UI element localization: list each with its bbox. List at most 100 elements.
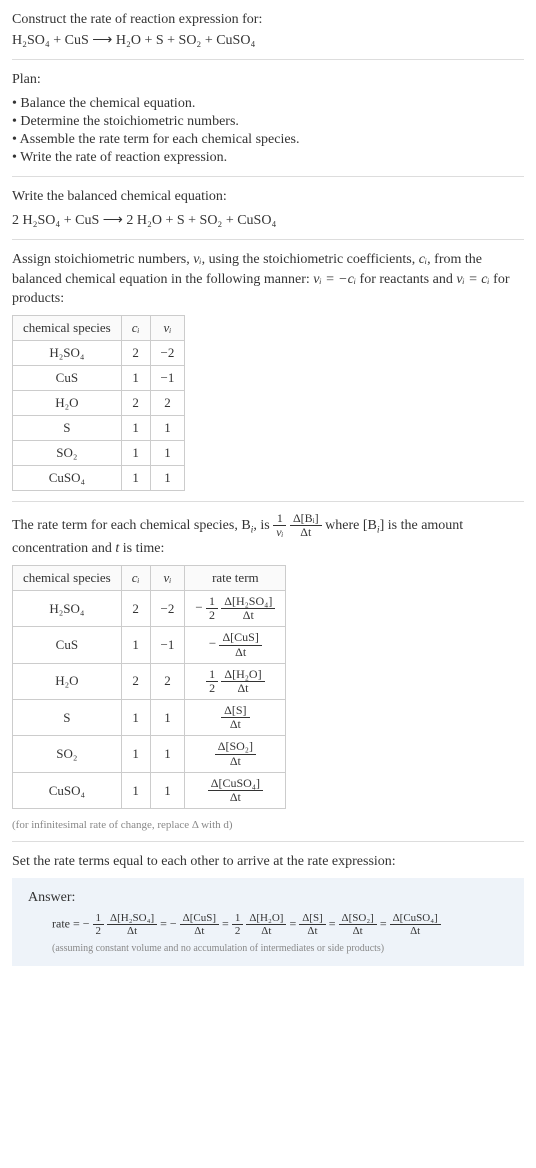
c-i: cᵢ (419, 252, 427, 267)
cell: 1 (121, 365, 150, 390)
plan-item: • Write the rate of reaction expression. (12, 150, 524, 166)
stoich-table: chemical species cᵢ νᵢ H₂SO₄2−2 CuS1−1 H… (12, 315, 185, 491)
table-row: S11 (13, 415, 185, 440)
rate-term-cell: 12 Δ[H₂O]Δt (185, 663, 286, 699)
balanced-equation: 2 H₂SO₄ + CuS ⟶ 2 H₂O + S + SO₂ + CuSO₄ (12, 212, 524, 229)
nu-eq-neg-c: νᵢ = −cᵢ (313, 272, 356, 287)
divider (12, 841, 524, 842)
cell: 1 (121, 772, 150, 808)
text: The rate term for each chemical species,… (12, 518, 251, 533)
col-header: cᵢ (121, 565, 150, 590)
cell: 1 (150, 736, 185, 772)
cell: 1 (150, 465, 185, 490)
col-header: cᵢ (121, 315, 150, 340)
divider (12, 501, 524, 502)
divider (12, 239, 524, 240)
col-header: chemical species (13, 315, 122, 340)
col-header: νᵢ (150, 315, 185, 340)
cell: 2 (150, 663, 185, 699)
cell: H₂O (13, 663, 122, 699)
text: Assign stoichiometric numbers, (12, 252, 193, 267)
nu-eq-c: νᵢ = cᵢ (456, 272, 489, 287)
cell: 2 (121, 590, 150, 626)
cell: CuSO₄ (13, 465, 122, 490)
plan-item: • Balance the chemical equation. (12, 96, 524, 112)
cell: −1 (150, 365, 185, 390)
answer-box: Answer: rate = − 12 Δ[H₂SO₄]Δt = − Δ[CuS… (12, 878, 524, 966)
table-row: SO₂ 1 1 Δ[SO₂]Δt (13, 736, 286, 772)
cell: H₂O (13, 390, 122, 415)
text: is time: (119, 541, 164, 556)
cell: 2 (150, 390, 185, 415)
cell: −1 (150, 627, 185, 663)
cell: S (13, 700, 122, 736)
one-over-nu: 1νᵢ (273, 512, 286, 539)
rate-term-paragraph: The rate term for each chemical species,… (12, 512, 524, 559)
col-header: chemical species (13, 565, 122, 590)
rate-expression: rate = − 12 Δ[H₂SO₄]Δt = − Δ[CuS]Δt = 12… (52, 912, 508, 937)
balanced-label: Write the balanced chemical equation: (12, 187, 524, 207)
cell: CuSO₄ (13, 772, 122, 808)
col-header: rate term (185, 565, 286, 590)
cell: 1 (121, 627, 150, 663)
table-row: S 1 1 Δ[S]Δt (13, 700, 286, 736)
cell: CuS (13, 627, 122, 663)
plan-list: • Balance the chemical equation. • Deter… (12, 96, 524, 166)
cell: 1 (150, 772, 185, 808)
cell: 2 (121, 340, 150, 365)
rate-term-cell: − Δ[CuS]Δt (185, 627, 286, 663)
text: where [B (325, 518, 377, 533)
table-row: CuSO₄11 (13, 465, 185, 490)
nu-i: νᵢ (193, 252, 201, 267)
cell: SO₂ (13, 736, 122, 772)
table-row: H₂O 2 2 12 Δ[H₂O]Δt (13, 663, 286, 699)
text: , using the stoichiometric coefficients, (202, 252, 419, 267)
rate-term-cell: Δ[SO₂]Δt (185, 736, 286, 772)
cell: 1 (121, 736, 150, 772)
set-equal-text: Set the rate terms equal to each other t… (12, 852, 524, 872)
col-header: νᵢ (150, 565, 185, 590)
infinitesimal-note: (for infinitesimal rate of change, repla… (12, 819, 524, 831)
cell: 1 (121, 700, 150, 736)
cell: 1 (150, 440, 185, 465)
cell: 1 (121, 440, 150, 465)
cell: H₂SO₄ (13, 340, 122, 365)
title: Construct the rate of reaction expressio… (12, 12, 524, 28)
rate-term-cell: Δ[CuSO₄]Δt (185, 772, 286, 808)
plan-label: Plan: (12, 70, 524, 90)
text: for reactants and (356, 272, 456, 287)
cell: 2 (121, 390, 150, 415)
unbalanced-equation: H₂SO₄ + CuS ⟶ H₂O + S + SO₂ + CuSO₄ (12, 32, 524, 49)
cell: −2 (150, 340, 185, 365)
rate-term-table: chemical species cᵢ νᵢ rate term H₂SO₄ 2… (12, 565, 286, 809)
cell: −2 (150, 590, 185, 626)
cell: H₂SO₄ (13, 590, 122, 626)
table-row: H₂O22 (13, 390, 185, 415)
cell: 1 (121, 415, 150, 440)
plan-item: • Determine the stoichiometric numbers. (12, 114, 524, 130)
dB-dt: Δ[Bᵢ]Δt (290, 512, 322, 539)
assume-note: (assuming constant volume and no accumul… (52, 943, 508, 954)
cell: SO₂ (13, 440, 122, 465)
cell: 1 (121, 465, 150, 490)
table-row: CuS1−1 (13, 365, 185, 390)
table-row: H₂SO₄ 2 −2 − 12 Δ[H₂SO₄]Δt (13, 590, 286, 626)
cell: S (13, 415, 122, 440)
cell: 2 (121, 663, 150, 699)
cell: CuS (13, 365, 122, 390)
cell: 1 (150, 415, 185, 440)
divider (12, 59, 524, 60)
assign-paragraph: Assign stoichiometric numbers, νᵢ, using… (12, 250, 524, 309)
rate-term-cell: Δ[S]Δt (185, 700, 286, 736)
rate-label: rate = (52, 916, 83, 930)
cell: 1 (150, 700, 185, 736)
divider (12, 176, 524, 177)
table-row: H₂SO₄2−2 (13, 340, 185, 365)
answer-label: Answer: (28, 890, 508, 906)
rate-term-cell: − 12 Δ[H₂SO₄]Δt (185, 590, 286, 626)
table-row: CuS 1 −1 − Δ[CuS]Δt (13, 627, 286, 663)
plan-item: • Assemble the rate term for each chemic… (12, 132, 524, 148)
text: , is (253, 518, 273, 533)
table-row: CuSO₄ 1 1 Δ[CuSO₄]Δt (13, 772, 286, 808)
table-row: SO₂11 (13, 440, 185, 465)
